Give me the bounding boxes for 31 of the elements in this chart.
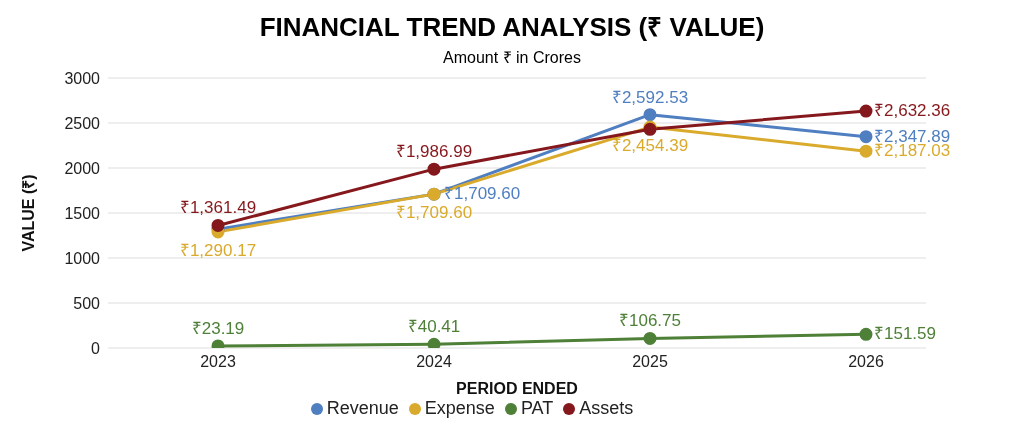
y-tick-label: 1500 [64, 204, 101, 222]
x-axis-title: PERIOD ENDED [456, 380, 578, 397]
y-tick-label: 500 [73, 294, 101, 312]
data-label: ₹151.59 [874, 324, 936, 344]
x-tick-label: 2023 [200, 353, 236, 371]
legend-label: Revenue [326, 398, 399, 418]
x-tick-label: 2024 [416, 353, 452, 371]
data-label: ₹2,592.53 [611, 87, 689, 107]
data-label: ₹1,361.49 [179, 198, 257, 218]
y-tick-label: 1000 [64, 249, 101, 267]
y-tick-label: 2000 [64, 159, 101, 177]
y-tick-label: 0 [91, 339, 101, 357]
y-tick-label: 2500 [64, 114, 101, 132]
data-label: ₹1,709.60 [444, 184, 521, 204]
data-label: ₹2,454.39 [611, 136, 689, 156]
data-label: ₹1,290.17 [179, 240, 257, 260]
x-tick-label: 2025 [632, 353, 668, 371]
data-label: ₹2,632.36 [874, 101, 951, 121]
x-tick-label: 2026 [848, 353, 884, 371]
legend-label: PAT [520, 398, 554, 418]
data-label: ₹106.75 [619, 311, 681, 331]
chart-subtitle: Amount ₹ in Crores [442, 48, 582, 68]
data-label: ₹1,709.60 [395, 203, 473, 223]
chart-title: FINANCIAL TREND ANALYSIS (₹ VALUE) [258, 11, 766, 44]
y-axis-title: VALUE (₹) [19, 174, 37, 252]
data-label: ₹1,986.99 [395, 142, 473, 162]
legend-label: Expense [424, 398, 495, 418]
y-tick-label: 3000 [64, 69, 101, 87]
data-label: ₹23.19 [191, 318, 245, 338]
legend-label: Assets [579, 398, 634, 418]
data-label: ₹40.41 [407, 317, 461, 337]
